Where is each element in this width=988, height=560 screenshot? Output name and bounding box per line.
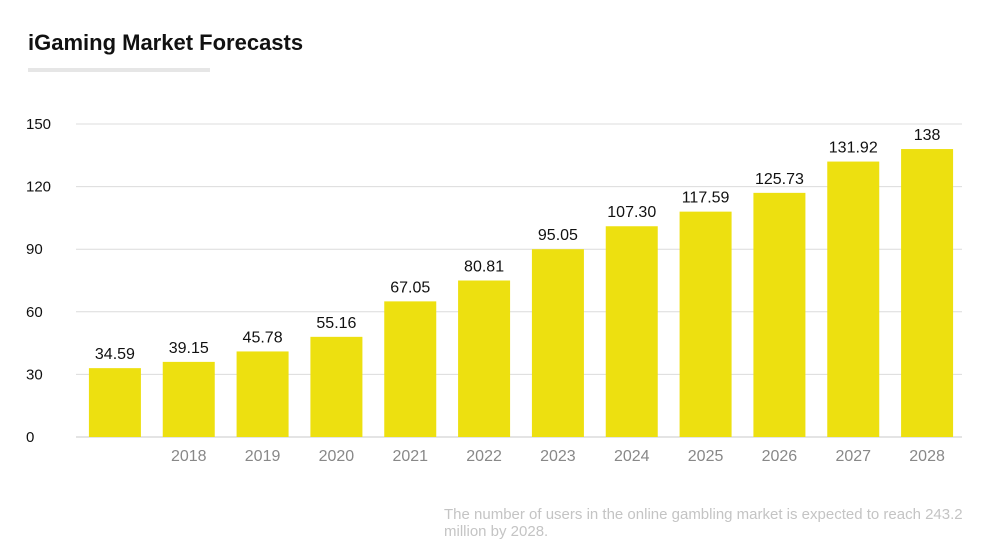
x-tick-label: 2019 [245, 448, 281, 465]
x-tick-label: 2024 [614, 448, 650, 465]
bar [310, 336, 363, 437]
bar [384, 301, 437, 437]
data-label: 34.59 [95, 346, 135, 363]
bar [901, 149, 954, 438]
x-tick-label: 2022 [466, 448, 502, 465]
data-label: 95.05 [538, 227, 578, 244]
title-underline [28, 68, 210, 72]
data-label: 55.16 [316, 315, 356, 332]
data-label: 80.81 [464, 259, 504, 276]
bar [88, 368, 141, 437]
data-label: 67.05 [390, 279, 430, 296]
bar [753, 192, 806, 437]
y-tick-label: 90 [26, 241, 43, 258]
data-label: 131.92 [829, 140, 878, 157]
bar-chart: 0 30 60 90 120 150 34.59 39.15 2018 45.78 2019 55.1… [26, 116, 962, 465]
bar [162, 361, 215, 437]
y-tick-label: 0 [26, 429, 34, 446]
x-tick-label: 2020 [319, 448, 355, 465]
data-label: 138 [914, 127, 941, 144]
data-label: 39.15 [169, 340, 209, 357]
bar [679, 211, 732, 437]
data-label: 125.73 [755, 171, 804, 188]
x-tick-label: 2026 [762, 448, 798, 465]
x-tick-label: 2025 [688, 448, 724, 465]
data-label: 107.30 [607, 204, 656, 221]
y-tick-label: 60 [26, 304, 43, 321]
y-tick-label: 150 [26, 116, 51, 133]
bar [827, 161, 880, 437]
data-label: 45.78 [243, 329, 283, 346]
x-tick-label: 2018 [171, 448, 207, 465]
x-tick-label: 2023 [540, 448, 576, 465]
y-tick-label: 120 [26, 179, 51, 196]
chart-title: iGaming Market Forecasts [28, 30, 304, 55]
x-tick-label: 2027 [835, 448, 871, 465]
bar [531, 249, 584, 437]
data-label: 117.59 [682, 190, 730, 207]
bar [605, 226, 658, 437]
bar [458, 280, 511, 437]
x-tick-label: 2028 [909, 448, 945, 465]
y-tick-label: 30 [26, 366, 43, 383]
bar [236, 351, 289, 437]
x-tick-label: 2021 [392, 448, 428, 465]
footnote: The number of users in the online gambli… [444, 506, 963, 540]
